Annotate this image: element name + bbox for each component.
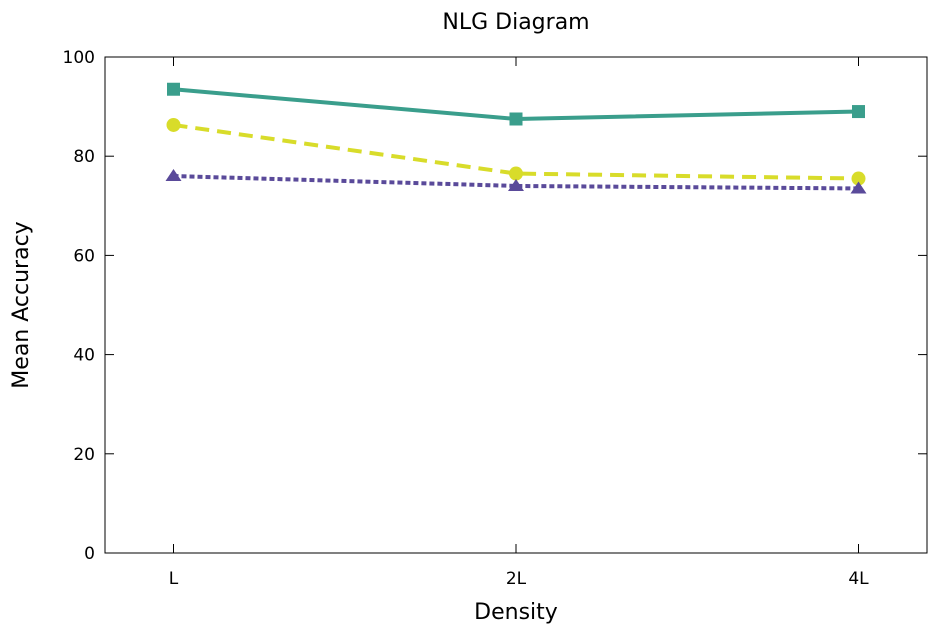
y-tick-label: 80: [73, 147, 95, 167]
triangle-marker: [508, 178, 524, 191]
square-marker: [167, 82, 180, 96]
x-tick-label: 4L: [848, 569, 869, 589]
series-lines: [165, 82, 867, 194]
chart-title: NLG Diagram: [442, 10, 589, 35]
y-axis-label: Mean Accuracy: [9, 221, 34, 388]
square-marker: [509, 112, 523, 126]
y-tick-label: 0: [84, 544, 95, 564]
x-tick-label: L: [169, 569, 179, 589]
y-tick-label: 60: [73, 246, 95, 266]
square-marker: [852, 105, 865, 119]
circle-marker: [166, 117, 181, 132]
triangle-marker: [850, 181, 867, 194]
triangle-marker: [165, 169, 182, 182]
x-axis-ticks: L 2L 4L: [169, 57, 869, 589]
series-line: [173, 174, 859, 191]
circle-marker: [851, 171, 866, 186]
y-tick-label: 40: [73, 346, 95, 366]
y-tick-label: 100: [63, 48, 95, 68]
y-tick-label: 20: [73, 445, 95, 465]
x-tick-label: 2L: [506, 569, 527, 589]
series-2: [166, 117, 866, 186]
series-3: [165, 169, 867, 194]
series-line: [173, 122, 859, 181]
x-axis-label: Density: [474, 600, 558, 625]
series-1: [167, 82, 865, 126]
y-axis-ticks: 0 20 40 60 80 100: [63, 48, 927, 564]
circle-marker: [509, 166, 523, 181]
